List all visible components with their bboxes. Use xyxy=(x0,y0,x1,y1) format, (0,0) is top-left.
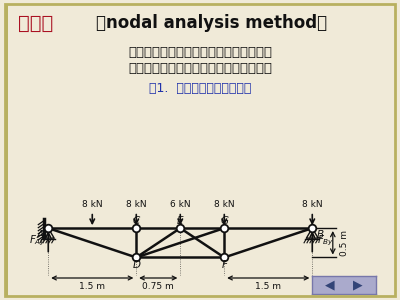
Text: F: F xyxy=(221,260,227,270)
Text: G: G xyxy=(220,216,228,226)
Text: 结点法: 结点法 xyxy=(18,14,53,32)
Text: $F_{By}$: $F_{By}$ xyxy=(316,234,334,248)
Text: 1.5 m: 1.5 m xyxy=(79,282,105,291)
Text: 例1.  求以下框架各杆的内力: 例1. 求以下框架各杆的内力 xyxy=(149,82,251,95)
Text: （nodal analysis method）: （nodal analysis method） xyxy=(96,14,327,32)
Text: A: A xyxy=(36,230,44,240)
Text: $F_{Ay}$: $F_{Ay}$ xyxy=(29,234,46,248)
Text: E: E xyxy=(177,216,184,226)
Text: 汇交力系的平衡方程求解各杆内力的方法: 汇交力系的平衡方程求解各杆内力的方法 xyxy=(128,61,272,74)
Text: B: B xyxy=(317,230,324,240)
Text: ◀: ◀ xyxy=(325,278,335,292)
Text: 8 kN: 8 kN xyxy=(82,200,102,209)
Text: 0.75 m: 0.75 m xyxy=(142,282,174,291)
Text: 8 kN: 8 kN xyxy=(302,200,322,209)
Text: 8 kN: 8 kN xyxy=(126,200,146,209)
Text: D: D xyxy=(132,260,140,270)
Text: 6 kN: 6 kN xyxy=(170,200,190,209)
Text: C: C xyxy=(133,216,140,226)
Text: 以只有一个结点的隔离体为研究对象，用: 以只有一个结点的隔离体为研究对象，用 xyxy=(128,46,272,59)
Text: 8 kN: 8 kN xyxy=(214,200,234,209)
Text: ▶: ▶ xyxy=(353,278,363,292)
Text: 0.5 m: 0.5 m xyxy=(340,230,349,256)
Text: 1.5 m: 1.5 m xyxy=(255,282,281,291)
